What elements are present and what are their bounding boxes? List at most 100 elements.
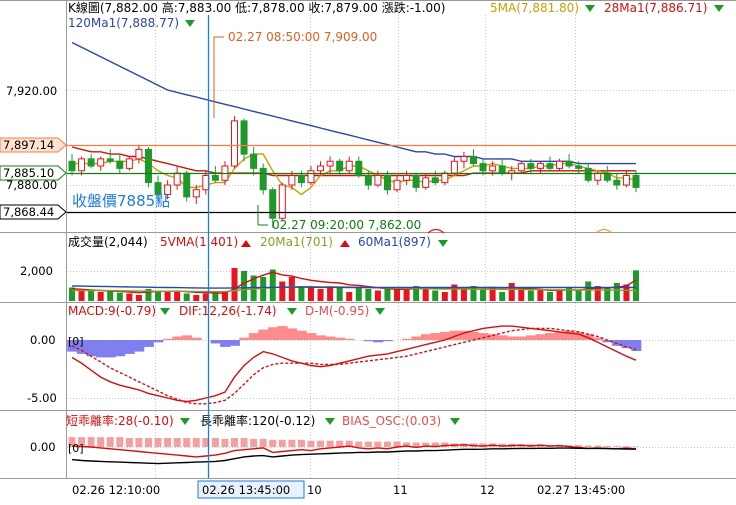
- candle: [278, 182, 286, 221]
- macd-zero-tag: [0]: [68, 335, 84, 348]
- macd-osc-bar: [248, 333, 260, 340]
- macd-osc-bar: [506, 336, 518, 340]
- short-bias-legend: 短乖離率:28(-0.10): [66, 413, 174, 428]
- volume-bar: [116, 292, 123, 301]
- macd-osc-bar: [153, 340, 164, 343]
- volume-bar: [174, 290, 181, 301]
- bias-osc-bar: [345, 440, 353, 447]
- candle-body: [479, 163, 487, 172]
- macd-lines: [71, 325, 637, 405]
- volume-bar: [623, 284, 630, 301]
- macd-osc-bar: [420, 334, 432, 340]
- candle-body: [240, 120, 248, 155]
- volume-bar: [288, 277, 295, 301]
- bias-osc-bar: [336, 440, 344, 447]
- macd-osc-bar: [401, 338, 412, 340]
- macd-osc-bar: [220, 340, 231, 347]
- candle-body: [469, 156, 477, 165]
- candle: [135, 144, 143, 164]
- volume-bar: [537, 289, 544, 301]
- candle: [231, 116, 239, 169]
- candle-body: [508, 170, 516, 174]
- volume-bar: [336, 287, 343, 301]
- candle: [422, 173, 430, 190]
- volume-bar: [307, 287, 314, 301]
- volume-bar: [155, 290, 162, 301]
- bias-osc-bar: [326, 440, 334, 447]
- bias-osc-bar: [231, 438, 239, 447]
- candle-body: [259, 167, 267, 191]
- candle-body: [231, 120, 239, 167]
- bias-osc-bar: [307, 440, 315, 447]
- long-bias-legend: 長乖離率:120(-0.12): [200, 413, 315, 428]
- macd-osc-bar: [172, 336, 183, 340]
- candle: [307, 166, 315, 185]
- macd-osc-bar: [602, 340, 613, 343]
- candle-body: [250, 153, 258, 169]
- annotation-high: 02.27 08:50:00 7,909.00: [213, 30, 377, 118]
- ma120-down-arrow-icon: [185, 20, 195, 27]
- candle-body: [164, 184, 172, 195]
- x-label-day11: 11: [393, 483, 408, 497]
- ma28-legend: 28Ma1(7,886.71): [604, 1, 707, 15]
- candle: [527, 158, 535, 174]
- macd-osc-bar: [325, 336, 336, 340]
- candle: [393, 175, 401, 193]
- candle: [383, 170, 391, 195]
- bias-osc-bar: [355, 441, 363, 447]
- bias-osc-bar: [498, 443, 506, 447]
- dm-down-arrow-icon: [375, 308, 385, 315]
- candle: [336, 158, 344, 176]
- bias-osc-bar: [317, 440, 325, 447]
- x-label-t1: 02.26 12:10:00: [72, 483, 160, 497]
- dif-down-arrow-icon: [287, 308, 297, 315]
- macd-osc-bar: [382, 340, 393, 342]
- candle-body: [269, 189, 277, 219]
- candle: [613, 173, 621, 190]
- macd-osc-bar: [573, 331, 585, 340]
- bias-osc-bar: [479, 443, 487, 447]
- close-price-text: 收盤價7885點: [72, 192, 170, 210]
- ma120-line: [71, 41, 636, 165]
- candle: [546, 156, 554, 171]
- ma28-down-arrow-icon: [714, 5, 724, 12]
- volume-bar: [269, 269, 276, 301]
- macd-osc-bar: [210, 340, 221, 344]
- volume-bar: [327, 286, 334, 301]
- candle: [326, 156, 334, 174]
- macd-tick-0: 0.00: [30, 333, 56, 347]
- candle-body: [374, 175, 382, 186]
- bias-osc-bar: [422, 442, 430, 447]
- candle: [97, 156, 105, 171]
- candle: [154, 175, 162, 202]
- candle-body: [383, 175, 391, 191]
- x-label-day10: 10: [307, 483, 322, 497]
- candle: [78, 156, 86, 176]
- volume-bar: [231, 268, 238, 301]
- volume-bar: [489, 287, 496, 301]
- bias-osc-bar: [393, 441, 401, 447]
- macd-osc-bar: [124, 340, 135, 354]
- macd-osc-bar: [487, 334, 498, 340]
- bias-osc-bar: [374, 441, 382, 447]
- volume-bar: [556, 290, 563, 301]
- candle: [259, 163, 267, 195]
- volume-bar: [470, 286, 477, 301]
- price-tick-7920: 7,920.00: [6, 84, 57, 98]
- bias-osc-bar: [383, 441, 391, 447]
- candle-body: [355, 160, 363, 176]
- volume-bar: [145, 289, 152, 301]
- volume-bar: [585, 281, 592, 301]
- bias-osc-bar: [364, 441, 372, 447]
- bias-osc-bar: [202, 438, 210, 447]
- volume-bar: [355, 287, 362, 301]
- vma20-legend: 20Ma1(701): [260, 235, 333, 249]
- tag-close: 7,885.10: [0, 165, 67, 181]
- candle-body: [584, 167, 592, 181]
- vma20-up-arrow-icon: [340, 240, 350, 247]
- candle-body: [403, 175, 411, 181]
- macd-osc-bar: [516, 336, 527, 340]
- volume-bar: [432, 290, 439, 301]
- bias-osc-bar: [288, 439, 296, 447]
